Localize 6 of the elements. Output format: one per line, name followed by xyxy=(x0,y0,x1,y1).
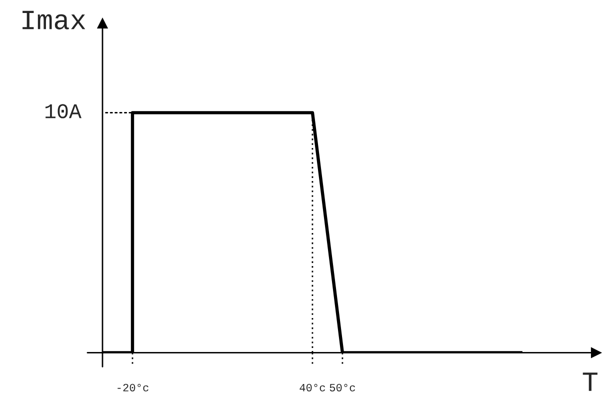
text: 10A xyxy=(45,104,82,118)
x-tick-label: -20°c xyxy=(118,384,148,392)
x-tick-label: 50°c xyxy=(330,384,355,392)
x-tick-label: 40°c xyxy=(300,384,325,392)
y-axis-title: Imax xyxy=(22,10,86,30)
x-axis-title: T xyxy=(582,372,598,391)
